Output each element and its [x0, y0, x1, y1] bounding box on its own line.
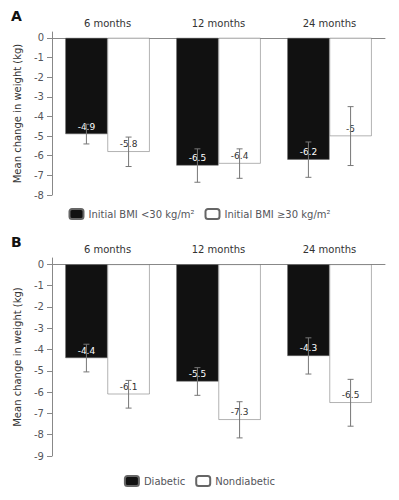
svg-text:-5.5: -5.5 [188, 369, 207, 379]
svg-text:-3: -3 [34, 323, 44, 334]
svg-text:Mean change in weight (kg): Mean change in weight (kg) [12, 44, 23, 184]
svg-text:-1: -1 [34, 52, 44, 63]
svg-text:0: 0 [38, 32, 44, 43]
svg-text:Mean change in weight (kg): Mean change in weight (kg) [12, 287, 23, 427]
svg-text:Diabetic: Diabetic [144, 476, 185, 487]
svg-text:6 months: 6 months [84, 244, 131, 255]
svg-text:-8: -8 [34, 429, 44, 440]
svg-text:-5: -5 [34, 365, 44, 376]
svg-text:-4: -4 [34, 344, 44, 355]
svg-text:A: A [11, 8, 22, 24]
svg-text:-8: -8 [34, 190, 44, 201]
svg-text:-1: -1 [34, 280, 44, 291]
svg-text:0: 0 [38, 259, 44, 270]
svg-text:-6: -6 [34, 150, 44, 161]
svg-text:12 months: 12 months [192, 18, 246, 29]
svg-text:24 months: 24 months [303, 244, 357, 255]
svg-text:-4.9: -4.9 [77, 121, 96, 132]
svg-text:-4.4: -4.4 [77, 345, 96, 356]
svg-text:-9: -9 [34, 451, 44, 462]
svg-text:12 months: 12 months [192, 244, 246, 255]
svg-text:Initial BMI ≥30 kg/m²: Initial BMI ≥30 kg/m² [225, 209, 331, 220]
svg-text:-6: -6 [34, 387, 44, 398]
svg-text:Initial BMI <30 kg/m²: Initial BMI <30 kg/m² [88, 209, 194, 220]
svg-text:-5: -5 [34, 131, 44, 142]
svg-text:-7.3: -7.3 [230, 407, 249, 418]
svg-text:-7: -7 [34, 408, 44, 419]
svg-text:-3: -3 [34, 91, 44, 102]
svg-text:Nondiabetic: Nondiabetic [215, 476, 275, 487]
svg-text:-7: -7 [34, 170, 44, 181]
svg-text:-4.3: -4.3 [299, 343, 318, 354]
svg-text:-2: -2 [34, 301, 44, 312]
svg-text:-5: -5 [346, 123, 356, 134]
svg-text:B: B [11, 234, 22, 250]
svg-text:-6.4: -6.4 [230, 151, 249, 162]
svg-text:-6.5: -6.5 [188, 153, 207, 163]
svg-text:-4: -4 [34, 111, 44, 122]
svg-text:-6.1: -6.1 [119, 381, 138, 392]
svg-text:-6.2: -6.2 [299, 147, 318, 158]
svg-text:-2: -2 [34, 72, 44, 83]
svg-text:24 months: 24 months [303, 18, 357, 29]
svg-text:-6.5: -6.5 [341, 390, 360, 401]
svg-text:6 months: 6 months [84, 18, 131, 29]
svg-text:-5.8: -5.8 [119, 139, 138, 150]
